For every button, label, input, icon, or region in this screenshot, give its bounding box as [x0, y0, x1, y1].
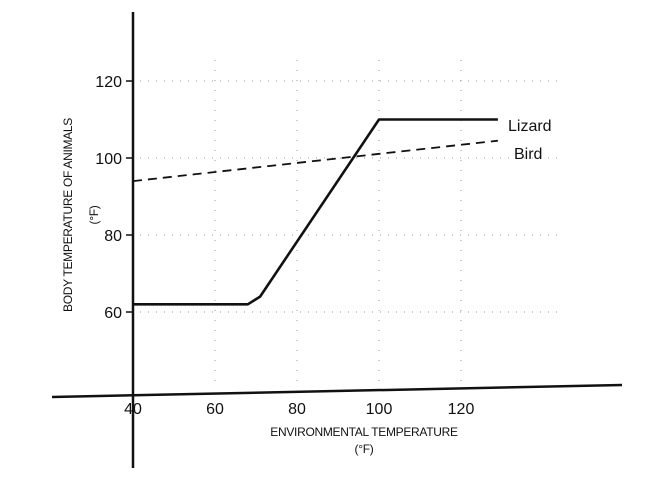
x-tick-label-60: 60 — [206, 401, 224, 418]
y-tick-label-120: 120 — [95, 74, 122, 91]
legend-bird-label: Bird — [514, 146, 542, 163]
series-line-lizard — [133, 118, 498, 306]
y-tick-label-60: 60 — [104, 305, 122, 322]
x-tick-label-40: 40 — [124, 401, 142, 418]
series-lines — [132, 118, 498, 306]
y-tick-label-100: 100 — [95, 151, 122, 168]
legend-lizard-label: Lizard — [508, 118, 552, 135]
x-tick-label-80: 80 — [288, 401, 306, 418]
x-tick-label-100: 100 — [366, 401, 393, 418]
grid-lines — [132, 60, 560, 385]
x-axis-line — [51, 383, 623, 399]
y-tick-labels: 60 80 100 120 — [95, 74, 133, 322]
y-axis-title: BODY TEMPERATURE OF ANIMALS — [61, 118, 75, 312]
x-axis-title: ENVIRONMENTAL TEMPERATURE — [270, 425, 458, 439]
x-tick-label-120: 120 — [448, 401, 475, 418]
series-line-bird — [132, 139, 498, 182]
x-axis-unit: (°F) — [355, 442, 374, 456]
x-tick-labels: 40 60 80 100 120 — [124, 401, 474, 418]
axes — [51, 12, 623, 468]
y-axis-unit: (°F) — [87, 205, 101, 224]
y-tick-label-80: 80 — [104, 228, 122, 245]
